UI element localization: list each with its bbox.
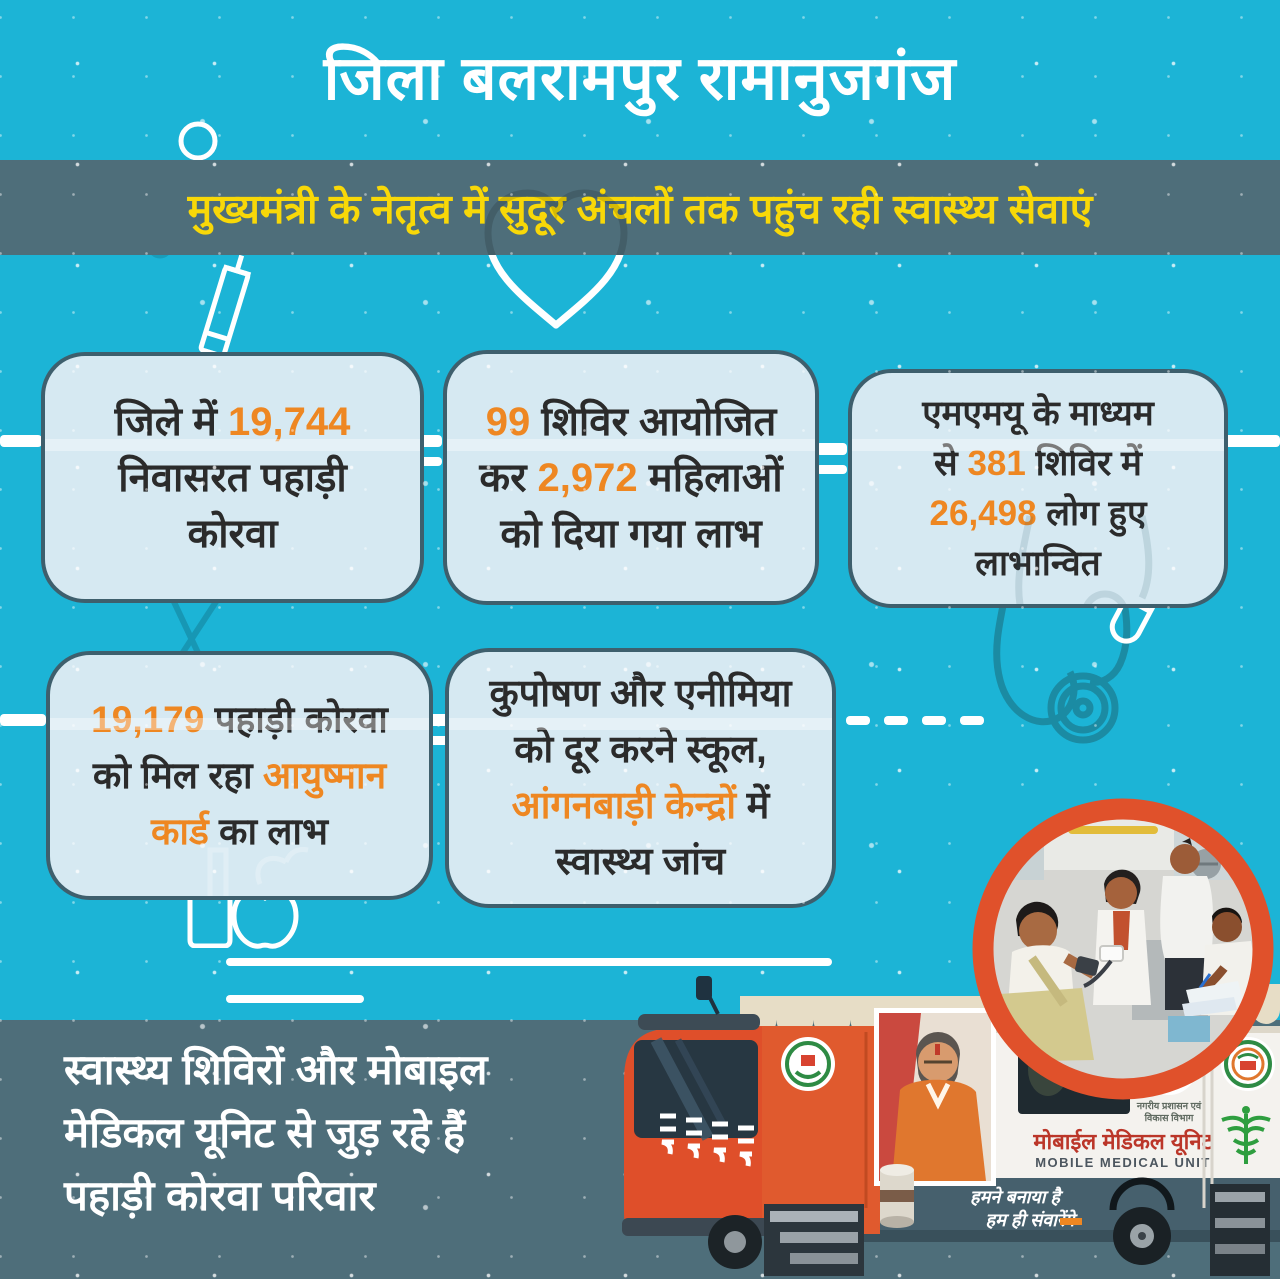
- box-stripe: [852, 439, 1224, 451]
- dept-text-line2: विकास विभाग: [1144, 1112, 1194, 1124]
- van-rear-steps: [1210, 1184, 1270, 1276]
- stat-text: जिले में 19,744 निवासरत पहाड़ी कोरवा: [114, 399, 351, 556]
- stat-text: 19,179 पहाड़ी कोरवा को मिल रहा आयुष्मान का…: [91, 698, 388, 852]
- stat-box-ayushman: 19,179 पहाड़ी कोरवा को मिल रहा आयुष्मान का…: [46, 651, 433, 900]
- footer-text: स्वास्थ्य शिविरों और मोबाइल मेडिकल यूनिट …: [64, 1046, 488, 1219]
- box-stripe: [50, 718, 429, 730]
- health-mission-logo: [781, 1037, 835, 1091]
- stat-box-camps-women: 99 शिविर आयोजित कर 2,972 महिलाओं को दिया ग…: [443, 350, 819, 605]
- dashed-line: [884, 716, 908, 725]
- bottle-faint: [207, 847, 309, 896]
- stethoscope-faint: [1015, 515, 1153, 604]
- stat-text: 99 शिविर आयोजित कर 2,972 महिलाओं को दिया ग…: [479, 399, 783, 556]
- circle-doodle-icon: [178, 121, 218, 161]
- inset-photo: [972, 798, 1274, 1100]
- page-title: जिला बलरामपुर रामानुजगंज: [323, 44, 957, 112]
- connector-line: [0, 714, 46, 726]
- connector-line: [0, 435, 42, 447]
- water-drum: [880, 1164, 914, 1228]
- stat-text: कुपोषण और एनीमिया को दूर करने स्कूल, आंगनब…: [489, 673, 792, 883]
- stat-box-mmu-camps: एमएमयू के माध्यम से 381 शिविर में 26,498 ल…: [848, 369, 1228, 608]
- box-stripe: [449, 718, 832, 730]
- van-slogan-line1: हमने बनाया है: [970, 1186, 1064, 1207]
- box-stripe: [447, 439, 815, 451]
- connector-line: [1221, 435, 1280, 447]
- deco-line: [226, 995, 364, 1003]
- dept-text-line1: नगरीय प्रशासन एवं: [1136, 1100, 1202, 1112]
- van-hindi-label: मोबाईल मेडिकल यूनिट: [1032, 1128, 1213, 1156]
- dashed-line: [846, 716, 870, 725]
- connector-equals: [816, 443, 847, 455]
- connector-equals: [816, 465, 847, 474]
- dashed-line: [960, 716, 984, 725]
- box-stripe: [45, 439, 420, 451]
- van-front-steps: [764, 1204, 864, 1276]
- stat-box-residents: जिले में 19,744 निवासरत पहाड़ी कोरवा: [41, 352, 424, 603]
- stat-box-anganwadi: कुपोषण और एनीमिया को दूर करने स्कूल, आंगनब…: [445, 648, 836, 908]
- heart-icon: [484, 189, 628, 255]
- subtitle-banner: मुख्यमंत्री के नेतृत्व में सुदूर अंचलों …: [0, 160, 1280, 255]
- deco-line: [226, 958, 832, 966]
- slogan-dash: [1060, 1218, 1082, 1225]
- subtitle-text: मुख्यमंत्री के नेतृत्व में सुदूर अंचलों …: [187, 185, 1093, 232]
- dashed-line: [922, 716, 946, 725]
- van-english-label: MOBILE MEDICAL UNIT: [1035, 1155, 1211, 1170]
